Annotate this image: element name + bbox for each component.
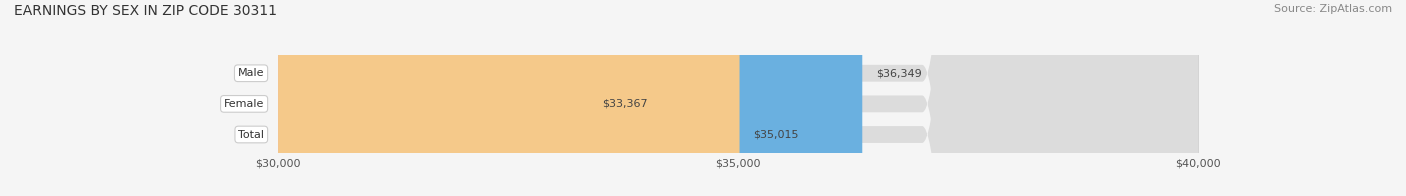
Text: Total: Total <box>238 130 264 140</box>
FancyBboxPatch shape <box>278 0 588 196</box>
Text: EARNINGS BY SEX IN ZIP CODE 30311: EARNINGS BY SEX IN ZIP CODE 30311 <box>14 4 277 18</box>
FancyBboxPatch shape <box>278 0 1198 196</box>
FancyBboxPatch shape <box>278 0 1198 196</box>
Text: Female: Female <box>224 99 264 109</box>
Text: Male: Male <box>238 68 264 78</box>
FancyBboxPatch shape <box>278 0 862 196</box>
Text: $36,349: $36,349 <box>876 68 922 78</box>
FancyBboxPatch shape <box>278 0 740 196</box>
Text: $35,015: $35,015 <box>754 130 799 140</box>
FancyBboxPatch shape <box>278 0 1198 196</box>
Text: $33,367: $33,367 <box>602 99 647 109</box>
Text: Source: ZipAtlas.com: Source: ZipAtlas.com <box>1274 4 1392 14</box>
